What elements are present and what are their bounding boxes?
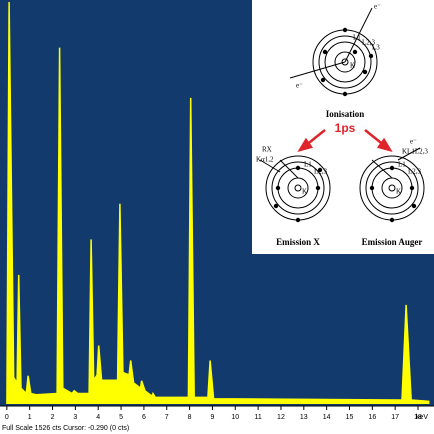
shell-label: L2,3 <box>362 39 376 47</box>
x-tick-label: 2 <box>51 414 55 421</box>
x-tick-label: 6 <box>142 414 146 421</box>
x-tick-label: 1 <box>28 414 32 421</box>
x-tick-label: 10 <box>231 414 239 421</box>
shell-label: L1 <box>304 161 312 169</box>
shell-label: L3 <box>372 44 380 52</box>
x-tick-label: 11 <box>254 414 261 421</box>
ionisation-label: Ionisation <box>326 109 365 119</box>
emission-x-label: Emission X <box>276 237 320 247</box>
inset-diagram: e⁻ e⁻ L1 L2,3 L3 K Ionisation 1ps RX Kα1… <box>252 0 434 254</box>
shell-label: K <box>396 188 401 196</box>
emission-auger-label: Emission Auger <box>362 237 423 247</box>
x-tick-label: 9 <box>210 414 214 421</box>
electron-label: e⁻ <box>374 3 381 11</box>
shell-label: K <box>302 188 307 196</box>
x-tick-label: 0 <box>5 414 9 421</box>
arrows <box>297 129 393 153</box>
x-tick-label: 18 <box>414 414 422 421</box>
status-text: Full Scale 1526 cts Cursor: -0.290 (0 ct… <box>2 425 129 432</box>
shell-label: L1 <box>398 161 406 169</box>
shell-label: K <box>350 62 355 70</box>
x-tick-label: 13 <box>300 414 308 421</box>
time-label: 1ps <box>335 121 356 135</box>
x-tick-label: 12 <box>277 414 285 421</box>
spectrum <box>6 1 430 405</box>
auger-label: KL1L2,3 <box>402 148 428 156</box>
shell-label: L2,3 <box>314 168 328 176</box>
x-tick-label: 4 <box>96 414 100 421</box>
x-tick-label: 8 <box>188 414 192 421</box>
electron-label: e⁻ <box>410 138 417 146</box>
x-tick-label: 15 <box>346 414 354 421</box>
x-tick-label: 16 <box>368 414 376 421</box>
shell-label: L2,3 <box>408 168 422 176</box>
x-tick-label: 5 <box>119 414 123 421</box>
k-alpha-label: Kα1,2 <box>256 156 274 164</box>
shell-label: L1 <box>353 34 361 42</box>
electron-label: e⁻ <box>296 82 303 90</box>
rx-label: RX <box>262 146 272 154</box>
x-tick-label: 14 <box>323 414 331 421</box>
x-axis-label: keV <box>416 414 428 421</box>
x-tick-label: 3 <box>73 414 77 421</box>
x-tick-label: 7 <box>165 414 169 421</box>
x-tick-label: 17 <box>391 414 399 421</box>
